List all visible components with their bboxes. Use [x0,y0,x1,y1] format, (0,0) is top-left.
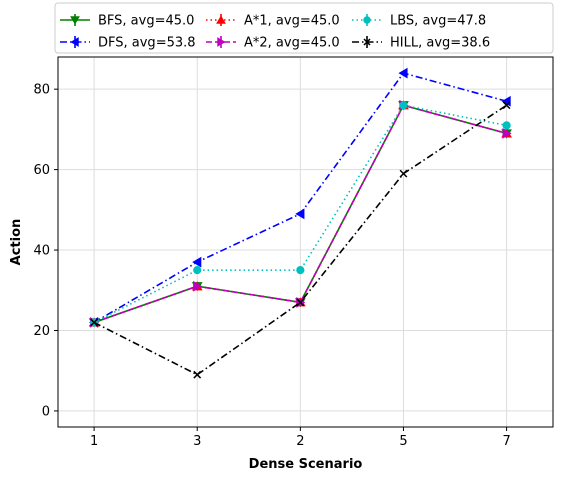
data-point [295,208,305,220]
legend-label: A*1, avg=45.0 [244,14,340,29]
series-hill [90,101,511,379]
data-point [193,370,202,379]
data-point [296,298,305,307]
x-tick-label: 5 [399,434,407,449]
y-tick-label: 0 [42,404,50,419]
data-point [296,266,305,275]
series-line [93,104,508,376]
data-point [217,37,226,47]
legend-entry: A*2, avg=45.0 [206,36,340,51]
legend-label: LBS, avg=47.8 [390,14,486,29]
data-point [70,37,79,47]
legend-entry: DFS, avg=53.8 [60,36,196,51]
legend-entry: HILL, avg=38.6 [352,36,490,51]
legend-box [54,2,554,54]
data-point [399,169,408,178]
data-point [192,256,202,268]
y-tick-label: 80 [33,83,50,98]
y-tick-label: 60 [33,163,50,178]
data-point [363,16,371,24]
plot-frame [57,56,554,428]
axes: 1 3 2 5 7 0 20 40 60 80 [33,83,510,449]
y-tick-label: 20 [33,324,50,339]
data-point [502,101,511,110]
data-point [193,266,202,275]
series-line [93,104,507,324]
x-tick-label: 2 [296,434,304,449]
x-tick-label: 1 [90,434,98,449]
data-point [502,128,512,139]
data-point [502,121,511,130]
legend-entry: BFS, avg=45.0 [60,14,194,29]
legend-label: A*2, avg=45.0 [244,36,340,51]
y-axis-label: Action [9,219,24,266]
legend-label: HILL, avg=38.6 [390,36,490,51]
y-tick-label: 40 [33,244,50,259]
legend-label: DFS, avg=53.8 [98,36,196,51]
x-tick-label: 7 [502,434,510,449]
legend: BFS, avg=45.0 DFS, avg=53.8 A*1, avg=45.0 A… [54,2,554,54]
data-point [363,38,371,46]
x-axis-label: Dense Scenario [249,457,363,472]
data-point [398,67,408,79]
series-line [93,104,507,324]
grid [58,57,553,427]
data-point [193,280,203,292]
data-point [399,101,408,110]
data-point [90,318,98,327]
x-tick-label: 3 [193,434,201,449]
data-point [216,15,226,24]
legend-entry: LBS, avg=47.8 [352,14,486,29]
legend-label: BFS, avg=45.0 [98,14,194,29]
data-point [70,16,80,25]
legend-entry: A*1, avg=45.0 [206,14,340,29]
series-lines [88,67,512,379]
